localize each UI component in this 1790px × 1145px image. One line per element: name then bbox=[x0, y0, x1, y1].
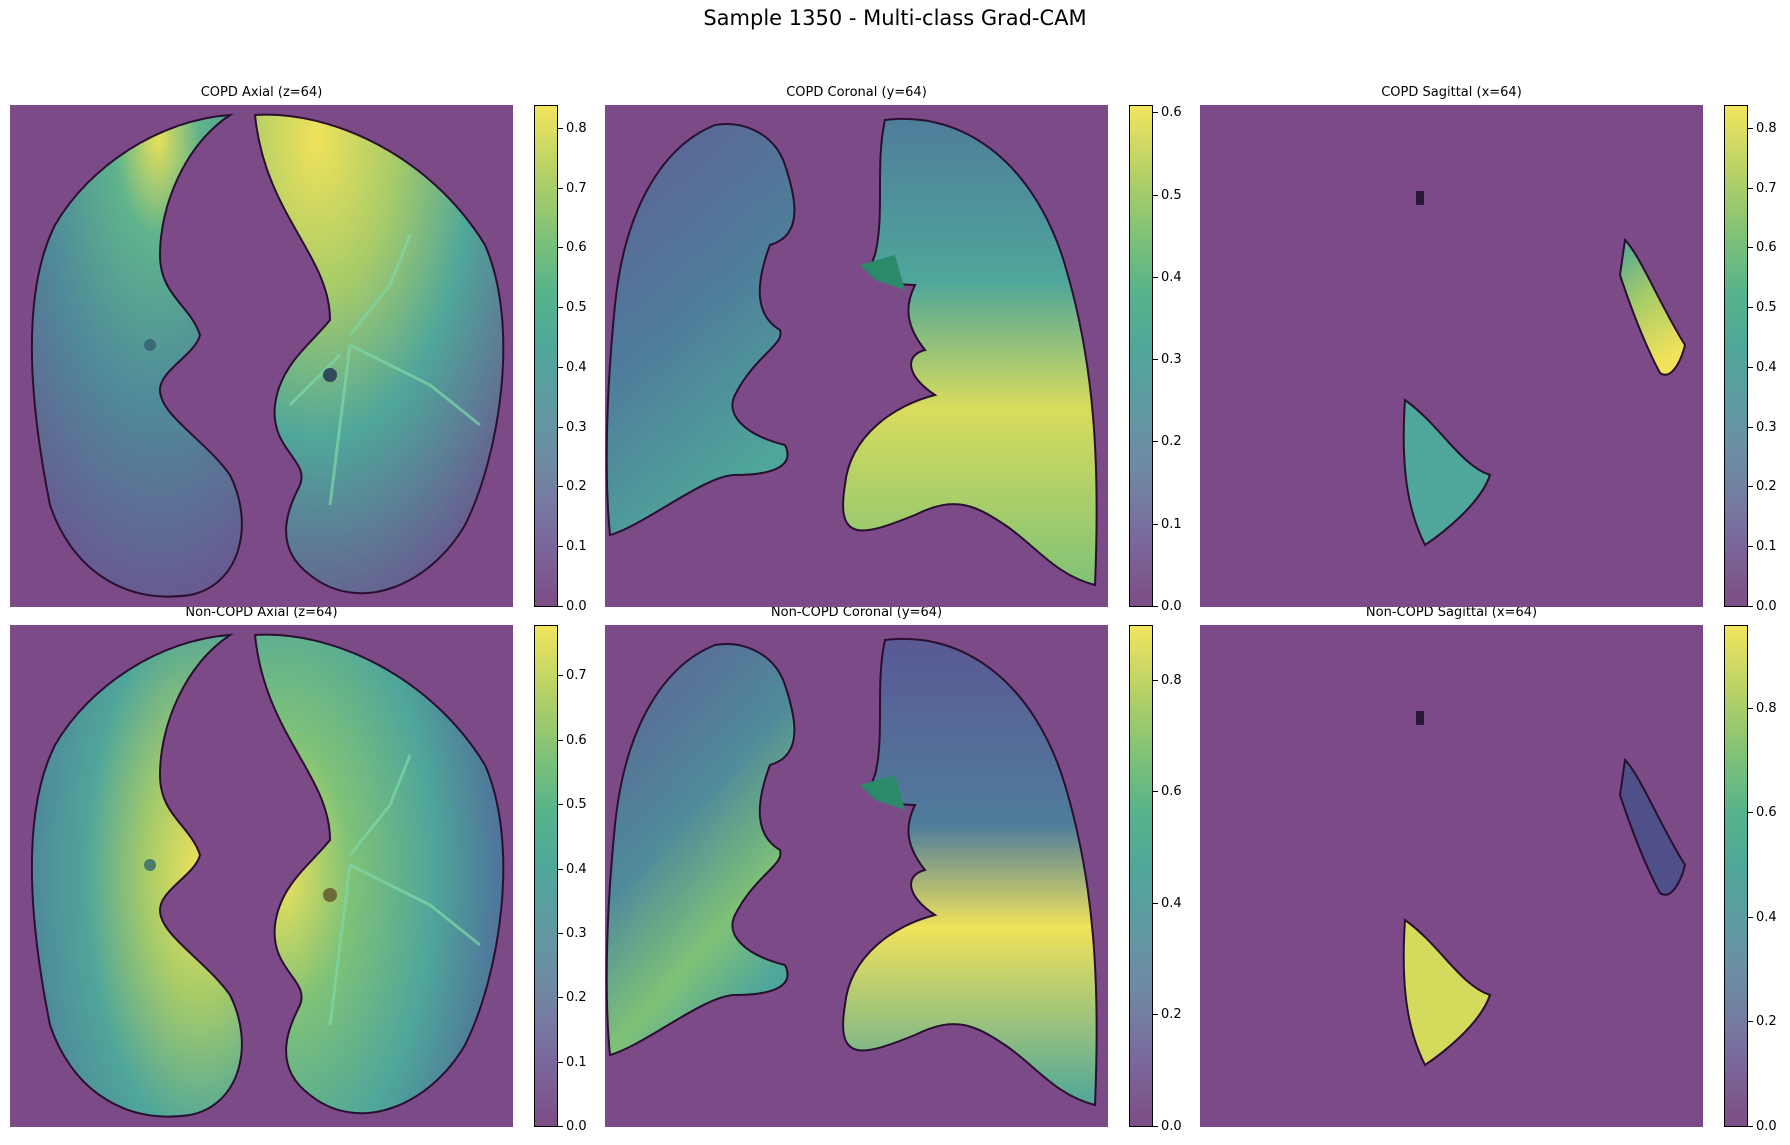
colorbar-tick-label: 0.8 bbox=[1153, 672, 1182, 688]
colorbar-tick-label: 0.8 bbox=[1748, 120, 1777, 136]
panel-title-copd-axial: COPD Axial (z=64) bbox=[200, 85, 323, 100]
gradcam-noncopd-sagittal-image bbox=[1200, 625, 1703, 1127]
colorbar-tick-label: 0.2 bbox=[1748, 479, 1777, 495]
colorbar-tick-label: 0.8 bbox=[558, 120, 587, 136]
colorbar-tick-label: 0.2 bbox=[558, 479, 587, 495]
colorbar-tick-label: 0.3 bbox=[1153, 352, 1182, 368]
colorbar-tick-label: 0.3 bbox=[558, 419, 587, 435]
colorbar-tick-label: 0.0 bbox=[1153, 599, 1182, 614]
colorbar-tick-label: 0.2 bbox=[1748, 1014, 1777, 1030]
colorbar-tick-label: 0.4 bbox=[1748, 359, 1777, 375]
colorbar-tick-label: 0.4 bbox=[1153, 895, 1182, 911]
colorbar-tick-label: 0.3 bbox=[1748, 419, 1777, 435]
gradcam-copd-sagittal-image bbox=[1200, 105, 1703, 607]
colorbar-tick-label: 0.5 bbox=[558, 300, 587, 316]
figure-title: Sample 1350 - Multi-class Grad-CAM bbox=[703, 6, 1087, 30]
colorbar-tick-label: 0.6 bbox=[1153, 105, 1182, 121]
colorbar-tick-label: 0.4 bbox=[558, 359, 587, 375]
colorbar-tick-label: 0.4 bbox=[1153, 269, 1182, 285]
panel-title-copd-coronal: COPD Coronal (y=64) bbox=[786, 85, 927, 100]
colorbar-tick-label: 0.7 bbox=[1748, 180, 1777, 196]
colorbar-tick-label: 0.6 bbox=[558, 732, 587, 748]
gradcam-noncopd-coronal-image bbox=[605, 625, 1108, 1127]
panel-title-noncopd-axial: Non-COPD Axial (z=64) bbox=[185, 605, 338, 620]
colorbar-tick-label: 0.6 bbox=[1748, 240, 1777, 256]
colorbar-copd-sagittal bbox=[1724, 105, 1748, 607]
colorbar-tick-label: 0.3 bbox=[558, 925, 587, 941]
colorbar-tick-label: 0.5 bbox=[1748, 300, 1777, 316]
colorbar-tick-label: 0.0 bbox=[558, 1119, 587, 1134]
panel-title-noncopd-coronal: Non-COPD Coronal (y=64) bbox=[770, 605, 943, 620]
colorbar-tick-label: 0.2 bbox=[1153, 1007, 1182, 1023]
colorbar-tick-label: 0.7 bbox=[558, 668, 587, 684]
colorbar-tick-label: 0.8 bbox=[1748, 700, 1777, 716]
colorbar-tick-label: 0.0 bbox=[1748, 599, 1777, 614]
colorbar-tick-label: 0.2 bbox=[558, 990, 587, 1006]
colorbar-tick-label: 0.2 bbox=[1153, 434, 1182, 450]
gradcam-copd-coronal-image bbox=[605, 105, 1108, 607]
colorbar-tick-label: 0.6 bbox=[558, 240, 587, 256]
colorbar-tick-label: 0.5 bbox=[1153, 187, 1182, 203]
gradcam-copd-axial-image bbox=[10, 105, 513, 607]
colorbar-tick-label: 0.5 bbox=[558, 797, 587, 813]
colorbar-tick-label: 0.0 bbox=[558, 599, 587, 614]
colorbar-tick-label: 0.6 bbox=[1748, 805, 1777, 821]
colorbar-tick-label: 0.7 bbox=[558, 180, 587, 196]
gradcam-noncopd-axial-image bbox=[10, 625, 513, 1127]
colorbar-tick-label: 0.1 bbox=[558, 1054, 587, 1070]
colorbar-tick-label: 0.1 bbox=[1153, 516, 1182, 532]
colorbar-tick-label: 0.4 bbox=[558, 861, 587, 877]
colorbar-tick-label: 0.6 bbox=[1153, 784, 1182, 800]
colorbar-tick-label: 0.1 bbox=[558, 539, 587, 555]
colorbar-tick-label: 0.1 bbox=[1748, 539, 1777, 555]
colorbar-noncopd-sagittal bbox=[1724, 625, 1748, 1127]
panel-title-copd-sagittal: COPD Sagittal (x=64) bbox=[1381, 85, 1522, 100]
colorbar-noncopd-coronal bbox=[1129, 625, 1153, 1127]
colorbar-noncopd-axial bbox=[534, 625, 558, 1127]
colorbar-copd-coronal bbox=[1129, 105, 1153, 607]
colorbar-tick-label: 0.4 bbox=[1748, 909, 1777, 925]
panel-title-noncopd-sagittal: Non-COPD Sagittal (x=64) bbox=[1365, 605, 1538, 620]
colorbar-tick-label: 0.0 bbox=[1748, 1119, 1777, 1134]
colorbar-tick-label: 0.0 bbox=[1153, 1119, 1182, 1134]
colorbar-copd-axial bbox=[534, 105, 558, 607]
